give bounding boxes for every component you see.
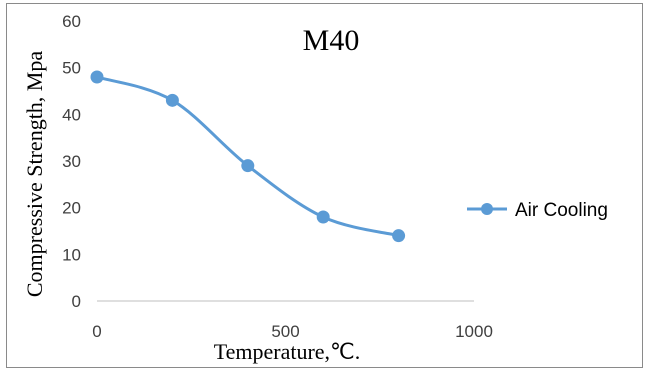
line-chart: M40 0 10 20 30 40 50 60 0 500 1000 Compressive S…: [22, 12, 608, 364]
y-tick-label: 50: [62, 59, 81, 78]
legend-point-marker: [481, 203, 493, 215]
y-axis-label: Compressive Strength, Mpa: [22, 51, 47, 297]
x-axis-label: Temperature,℃.: [214, 339, 361, 364]
chart-frame: M40 0 10 20 30 40 50 60 0 500 1000 Compressive S…: [6, 3, 643, 368]
data-point: [392, 229, 406, 243]
x-tick-labels: 0 500 1000: [92, 322, 493, 341]
x-tick-label: 1000: [455, 322, 493, 341]
x-tick-label: 500: [271, 322, 299, 341]
data-point: [90, 70, 104, 84]
legend: Air Cooling: [467, 200, 608, 221]
y-tick-label: 60: [62, 12, 81, 31]
y-tick-label: 20: [62, 199, 81, 218]
data-point: [241, 159, 255, 173]
data-point: [165, 93, 179, 107]
y-tick-label: 0: [72, 292, 81, 311]
data-point: [316, 210, 330, 224]
y-tick-labels: 0 10 20 30 40 50 60: [62, 12, 81, 311]
series-layer: [90, 70, 406, 243]
y-tick-label: 10: [62, 245, 81, 264]
x-tick-label: 0: [92, 322, 101, 341]
legend-label-air-cooling: Air Cooling: [515, 200, 608, 221]
chart-title: M40: [303, 24, 360, 57]
y-tick-label: 30: [62, 152, 81, 171]
y-tick-label: 40: [62, 105, 81, 124]
series-line: [96, 75, 399, 238]
